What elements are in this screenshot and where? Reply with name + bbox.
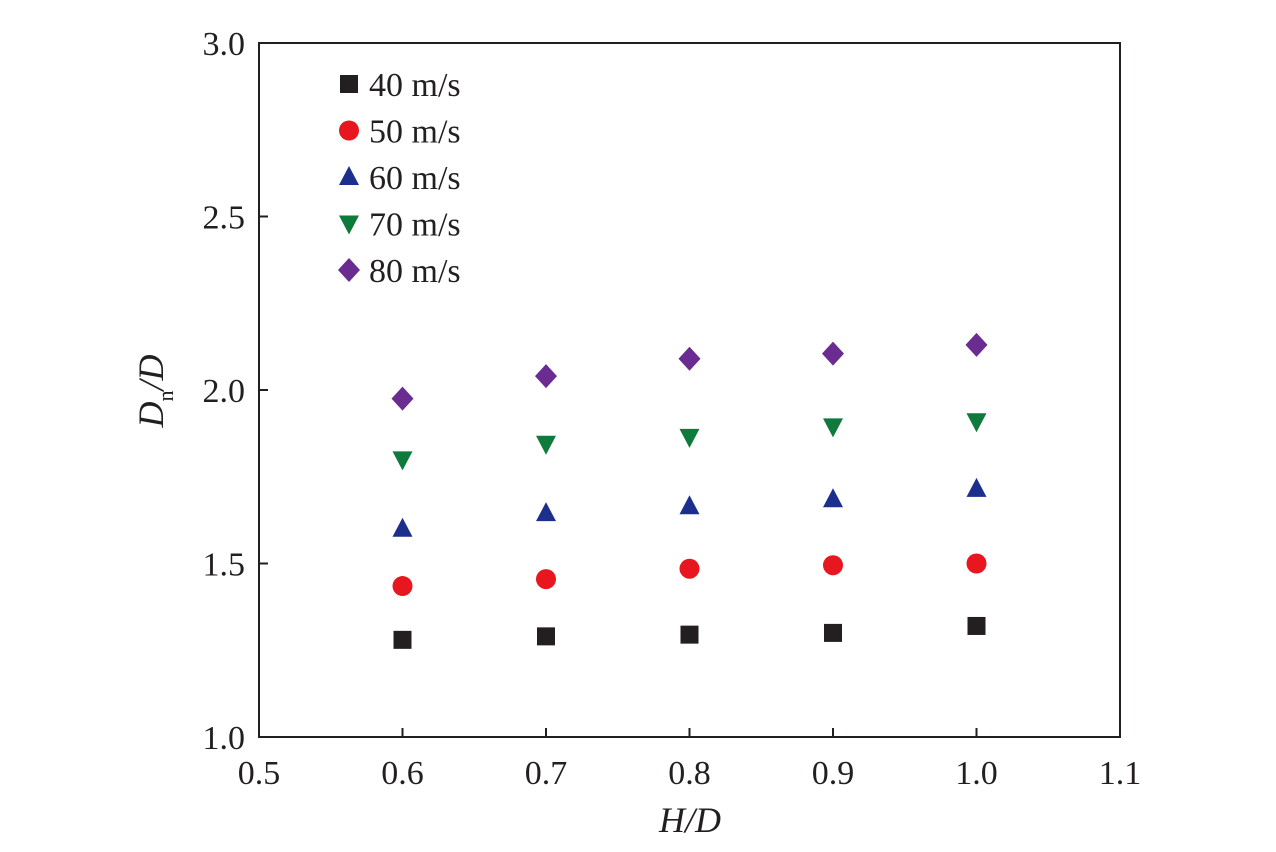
x-axis-title: H/D xyxy=(658,800,721,840)
data-point xyxy=(823,488,843,508)
x-tick-label: 0.7 xyxy=(525,755,568,792)
legend-label: 60 m/s xyxy=(369,160,461,197)
x-tick-label: 0.5 xyxy=(238,755,281,792)
legend-marker xyxy=(339,215,359,235)
y-axis-title: Dn/D xyxy=(131,354,178,428)
legend-marker xyxy=(339,120,359,141)
legend-marker xyxy=(338,258,360,282)
legend-label: 50 m/s xyxy=(369,114,461,151)
y-tick-label: 3.0 xyxy=(203,26,246,63)
y-tick-label: 2.0 xyxy=(203,373,246,410)
data-point xyxy=(966,413,987,433)
svg-text:Dn/D: Dn/D xyxy=(131,354,178,428)
data-point xyxy=(536,435,556,455)
series-80-m-s xyxy=(391,332,988,411)
data-point xyxy=(823,555,843,576)
data-point xyxy=(966,553,987,574)
series-70-m-s xyxy=(392,413,987,471)
legend-label: 70 m/s xyxy=(369,207,461,244)
x-tick-label: 0.9 xyxy=(812,755,855,792)
data-point xyxy=(537,627,555,646)
data-point xyxy=(678,346,701,371)
x-tick-label: 1.1 xyxy=(1099,755,1142,792)
data-point xyxy=(393,630,412,649)
data-point xyxy=(536,502,556,522)
data-point xyxy=(822,341,844,366)
data-point xyxy=(967,616,986,635)
y-axis-title-main: D xyxy=(131,402,171,429)
y-axis-title-subscript: n xyxy=(153,391,178,402)
series-40-m-s xyxy=(393,616,986,649)
legend: 40 m/s 50 m/s 60 m/s 70 m/s 80 m/s xyxy=(338,67,461,290)
x-tick-label: 1.0 xyxy=(955,755,998,792)
series-60-m-s xyxy=(392,477,987,537)
legend-marker xyxy=(340,75,358,93)
y-tick-label: 1.0 xyxy=(203,720,246,757)
legend-label: 40 m/s xyxy=(369,67,461,104)
data-point xyxy=(679,558,700,579)
data-point xyxy=(392,451,413,471)
x-tick-label: 0.8 xyxy=(668,755,711,792)
y-tick-label: 1.5 xyxy=(203,547,246,584)
data-point xyxy=(824,623,842,642)
data-point xyxy=(391,386,414,411)
data-point xyxy=(680,625,699,644)
x-tick-label: 0.6 xyxy=(381,755,424,792)
legend-item: 70 m/s xyxy=(339,207,461,244)
data-point xyxy=(966,477,987,497)
data-point xyxy=(823,418,843,438)
data-point xyxy=(536,569,556,590)
legend-item: 40 m/s xyxy=(340,67,461,104)
data-point xyxy=(679,495,700,515)
data-point xyxy=(679,428,700,448)
legend-marker xyxy=(339,166,359,185)
legend-item: 50 m/s xyxy=(339,114,461,151)
data-point xyxy=(965,332,988,357)
legend-label: 80 m/s xyxy=(369,253,461,290)
series-50-m-s xyxy=(392,553,987,597)
legend-item: 60 m/s xyxy=(339,160,461,197)
y-tick-label: 2.5 xyxy=(203,200,246,237)
data-point xyxy=(535,364,557,389)
data-point xyxy=(392,517,413,537)
data-point xyxy=(392,576,413,597)
y-axis-title-rest: /D xyxy=(131,354,171,392)
legend-item: 80 m/s xyxy=(338,253,461,290)
